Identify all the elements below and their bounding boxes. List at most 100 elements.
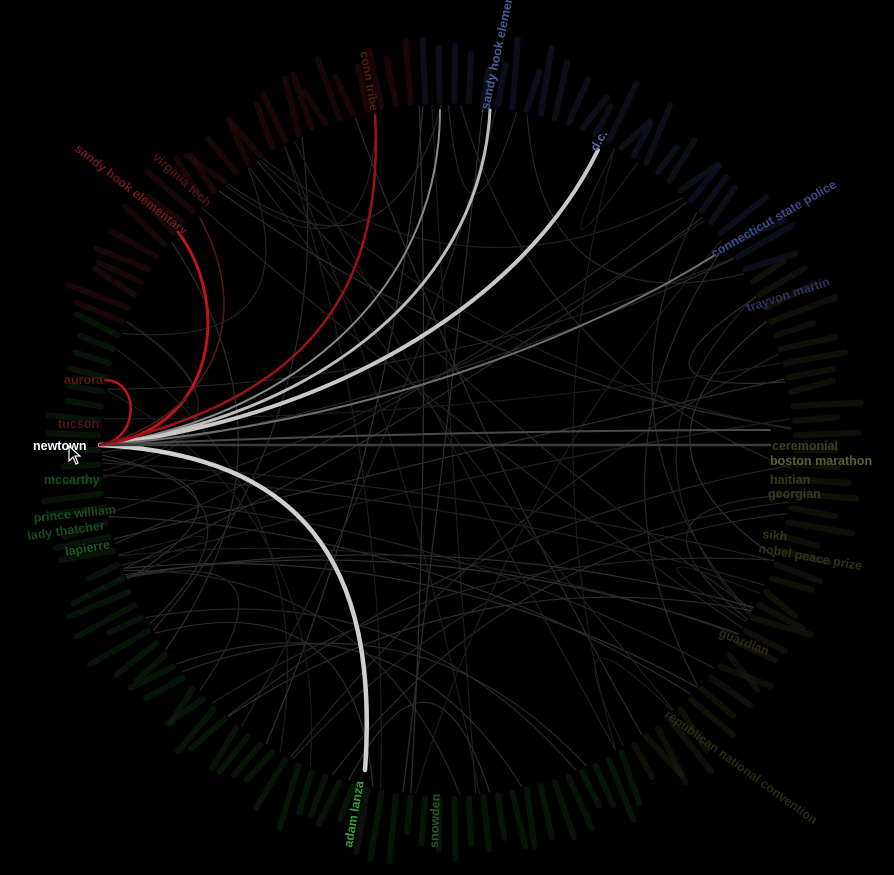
faint-link	[676, 566, 761, 623]
faint-link	[283, 145, 480, 794]
faint-link	[102, 474, 765, 586]
faint-node-label-mark	[726, 217, 788, 248]
faint-node-label-mark	[790, 490, 859, 502]
faint-node-label-mark	[768, 294, 839, 325]
faint-node-label-mark	[762, 280, 818, 311]
faint-node-label-mark	[419, 37, 429, 105]
faint-link	[410, 106, 425, 794]
faint-node-label-mark	[791, 476, 852, 486]
faint-node-label-mark	[605, 756, 637, 824]
faint-link	[218, 190, 792, 429]
faint-node-label-mark	[66, 589, 132, 620]
faint-link	[292, 501, 789, 760]
faint-link	[108, 516, 692, 695]
node-label-boston-marathon[interactable]: boston marathon	[770, 454, 872, 468]
node-label-georgian[interactable]: georgian	[768, 487, 821, 501]
faint-node-label-mark	[227, 121, 251, 167]
link-newtown-ceremonial	[99, 429, 771, 446]
faint-link	[431, 105, 477, 794]
faint-node-label-mark	[402, 38, 414, 106]
faint-link	[415, 240, 722, 794]
node-label-snowden[interactable]: snowden	[427, 793, 443, 848]
faint-node-label-mark	[677, 706, 710, 754]
node-label-sikh[interactable]: sikh	[762, 527, 788, 544]
faint-node-label-mark	[143, 199, 177, 237]
faint-link-layer	[101, 104, 792, 796]
faint-link	[182, 642, 587, 767]
faint-node-label-mark	[134, 652, 168, 683]
faint-node-label-mark	[756, 265, 808, 298]
faint-link	[265, 105, 424, 745]
faint-link	[651, 211, 752, 614]
faint-node-label-mark	[209, 725, 239, 772]
faint-node-label-mark	[565, 774, 595, 832]
faint-node-label-mark	[785, 366, 836, 381]
faint-node-label-mark	[537, 783, 555, 841]
faint-node-label-mark	[40, 490, 104, 504]
faint-link	[227, 104, 442, 227]
faint-link	[212, 557, 774, 704]
link-newtown-sandy-hook-red	[98, 230, 210, 447]
faint-link	[118, 535, 205, 579]
faint-label-layer	[40, 36, 864, 865]
link-newtown-adam-lanza	[97, 442, 370, 773]
faint-node-label-mark	[366, 47, 385, 111]
link-newtown-dc	[98, 148, 600, 447]
faint-node-label-mark	[782, 349, 848, 367]
faint-node-label-mark	[74, 299, 126, 325]
faint-node-label-mark	[537, 45, 555, 117]
faint-node-label-mark	[717, 663, 774, 690]
node-label-dc[interactable]: d.c.	[587, 128, 610, 154]
faint-link	[248, 166, 674, 711]
faint-node-label-mark	[127, 663, 177, 691]
node-label-tucson[interactable]: tucson	[58, 417, 99, 431]
node-label-haitian[interactable]: haitian	[770, 473, 810, 487]
faint-link	[165, 241, 239, 651]
faint-link	[122, 217, 703, 570]
faint-link	[145, 608, 577, 771]
faint-link	[227, 464, 792, 717]
faint-node-label-mark	[314, 56, 343, 122]
faint-link	[293, 140, 617, 752]
faint-node-label-mark	[778, 547, 832, 566]
faint-node-label-mark	[451, 795, 459, 862]
faint-node-label-mark	[773, 561, 824, 585]
faint-node-label-mark	[734, 222, 796, 260]
link-newtown-sandy-hook-blue-2	[99, 109, 441, 446]
faint-link	[227, 596, 753, 718]
faint-node-label-mark	[742, 627, 788, 654]
faint-node-label-mark	[785, 519, 856, 537]
node-label-ceremonial[interactable]: ceremonial	[772, 439, 838, 453]
faint-node-label-mark	[688, 162, 723, 204]
faint-link	[101, 258, 735, 454]
faint-node-label-mark	[296, 768, 315, 816]
faint-node-label-mark	[480, 794, 492, 853]
faint-node-label-mark	[216, 733, 251, 775]
faint-node-label-mark	[768, 575, 815, 593]
faint-node-label-mark	[749, 258, 787, 285]
faint-link	[176, 642, 523, 788]
link-newtown-sandy-hook-blue	[98, 108, 492, 447]
faint-node-label-mark	[95, 259, 145, 285]
faint-node-label-mark	[282, 75, 302, 138]
node-label-aurora[interactable]: aurora	[64, 373, 104, 387]
faint-node-label-mark	[46, 505, 106, 518]
faint-node-label-mark	[773, 320, 817, 339]
faint-link	[686, 494, 790, 621]
node-label-mccarthy[interactable]: mccarthy	[44, 473, 100, 487]
faint-node-label-mark	[106, 615, 145, 636]
faint-link	[125, 554, 755, 609]
faint-node-label-mark	[742, 250, 799, 273]
node-label-newtown[interactable]: newtown	[33, 439, 86, 453]
faint-node-label-mark	[666, 137, 698, 185]
node-label-connecticut-state-police[interactable]: connecticut state police	[709, 177, 839, 260]
faint-link	[644, 245, 726, 687]
highlighted-link-layer	[97, 108, 772, 773]
faint-node-label-mark	[565, 76, 591, 126]
node-label-republican-national-convention[interactable]: republican national convention	[662, 707, 820, 827]
faint-link	[114, 201, 688, 545]
faint-node-label-mark	[605, 80, 640, 144]
faint-node-label-mark	[708, 675, 754, 708]
faint-node-label-mark	[113, 640, 160, 678]
